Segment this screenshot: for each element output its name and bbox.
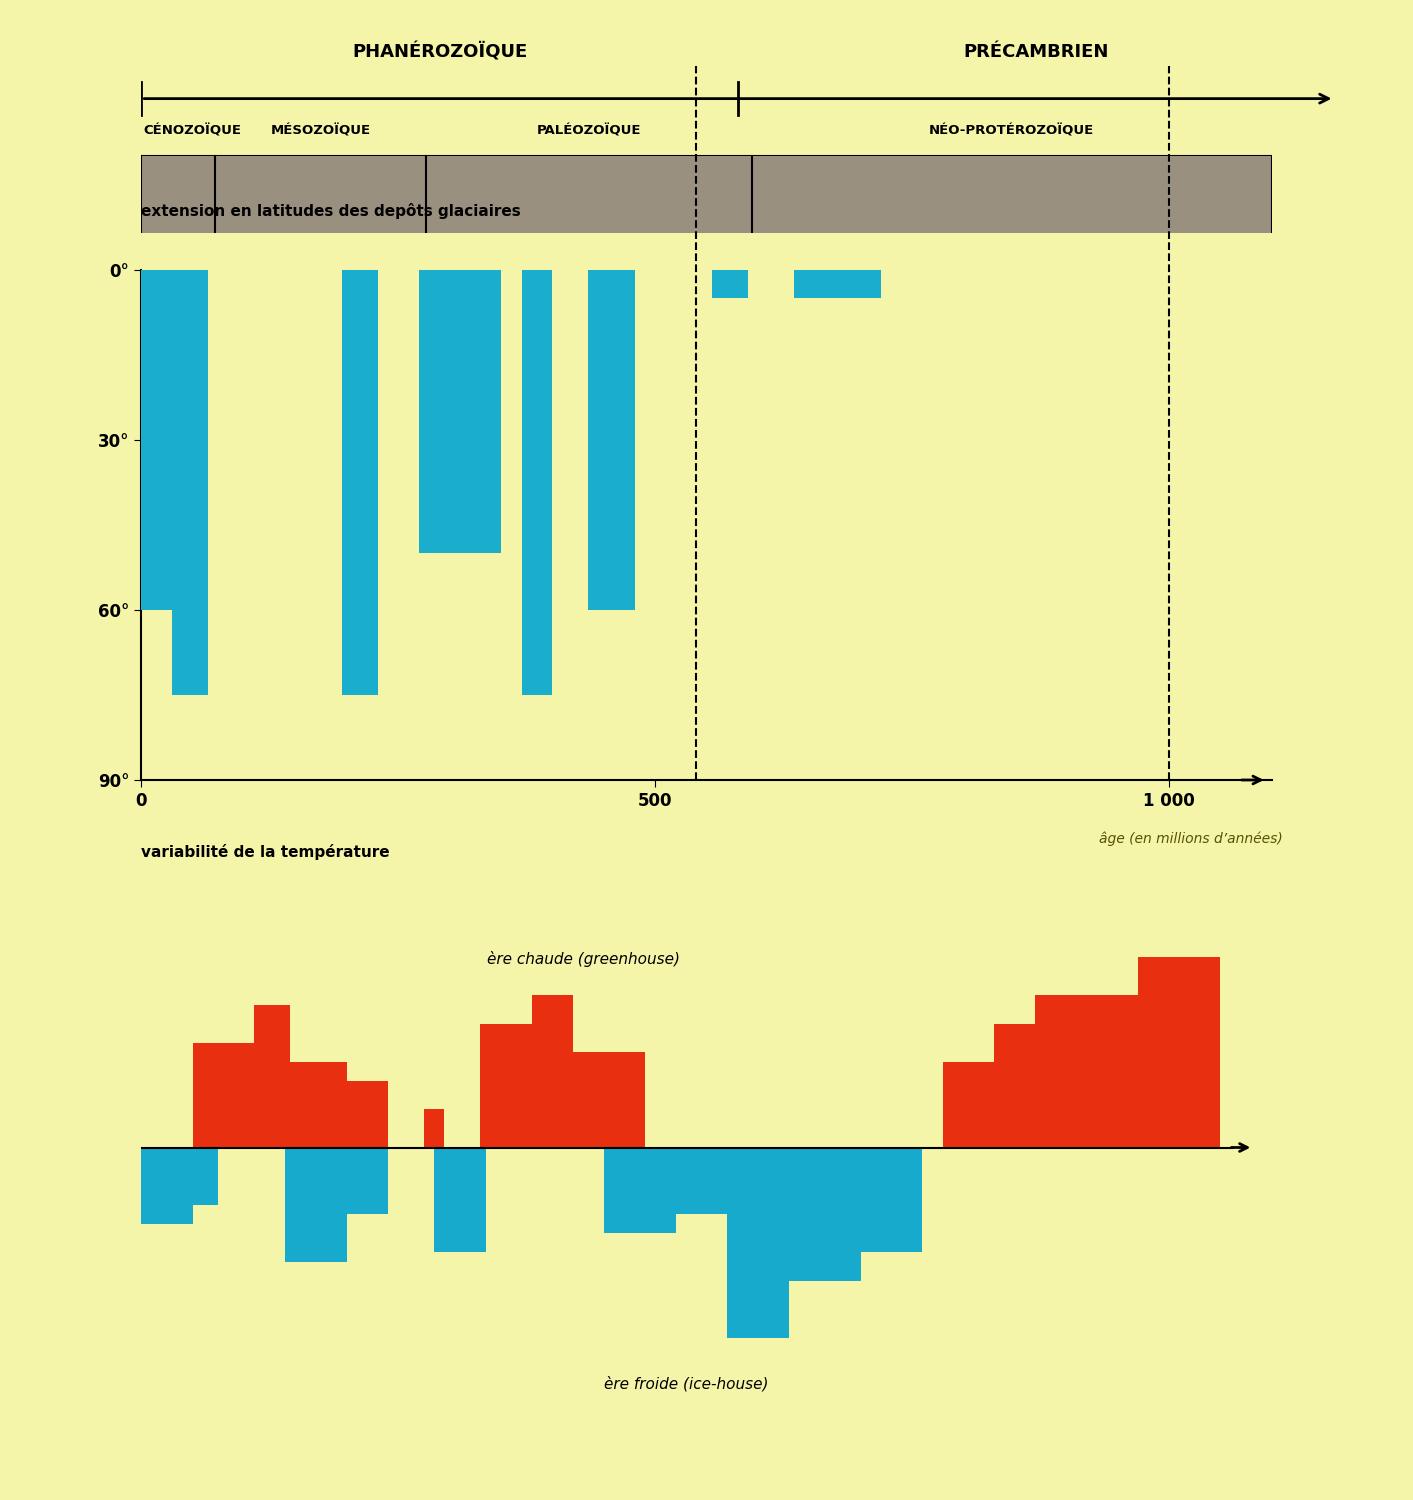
Bar [434,1148,486,1252]
Text: âge (en millions d’années): âge (en millions d’années) [1099,831,1283,846]
Bar [342,270,377,694]
Text: extension en latitudes des depôts glaciaires: extension en latitudes des depôts glacia… [141,202,521,219]
Text: MÉSOZOÏQUE: MÉSOZOÏQUE [270,124,370,138]
Bar [192,1148,219,1204]
Bar [712,270,747,298]
Bar [1137,957,1221,1148]
Bar [841,270,882,298]
Text: ère froide (​ice-house​): ère froide (​ice-house​) [603,1376,769,1392]
Bar [572,1053,644,1148]
Bar [794,270,841,298]
Bar [1036,994,1137,1148]
Bar [192,1042,254,1148]
Bar [531,994,572,1148]
Text: ère chaude (​greenhouse​): ère chaude (​greenhouse​) [486,951,680,966]
Bar [141,270,172,610]
Bar [141,1148,192,1224]
Bar [728,1148,788,1338]
Bar [603,1148,675,1233]
Bar [172,270,208,694]
Bar [521,270,552,694]
Bar [285,1148,346,1262]
Text: PHANÉROZOÏQUE: PHANÉROZOÏQUE [352,42,527,62]
Text: variabilité de la température: variabilité de la température [141,844,390,861]
Bar [995,1023,1036,1148]
Bar [588,270,634,610]
Bar [141,156,1272,232]
Bar [346,1148,389,1214]
Text: CÉNOZOÏQUE: CÉNOZOÏQUE [144,124,242,138]
Text: PRÉCAMBRIEN: PRÉCAMBRIEN [964,44,1109,62]
Text: NÉO-PROTÉROZOÏQUE: NÉO-PROTÉROZOÏQUE [930,124,1094,138]
Bar [861,1148,923,1252]
Bar [675,1148,728,1214]
Bar [424,1110,445,1148]
Bar [480,1023,531,1148]
Bar [290,1062,346,1148]
Bar [254,1005,290,1148]
Bar [418,270,502,554]
Bar [346,1082,389,1148]
Bar [942,1062,995,1148]
Text: PALÉOZOÏQUE: PALÉOZOÏQUE [537,124,642,138]
Bar [788,1148,861,1281]
